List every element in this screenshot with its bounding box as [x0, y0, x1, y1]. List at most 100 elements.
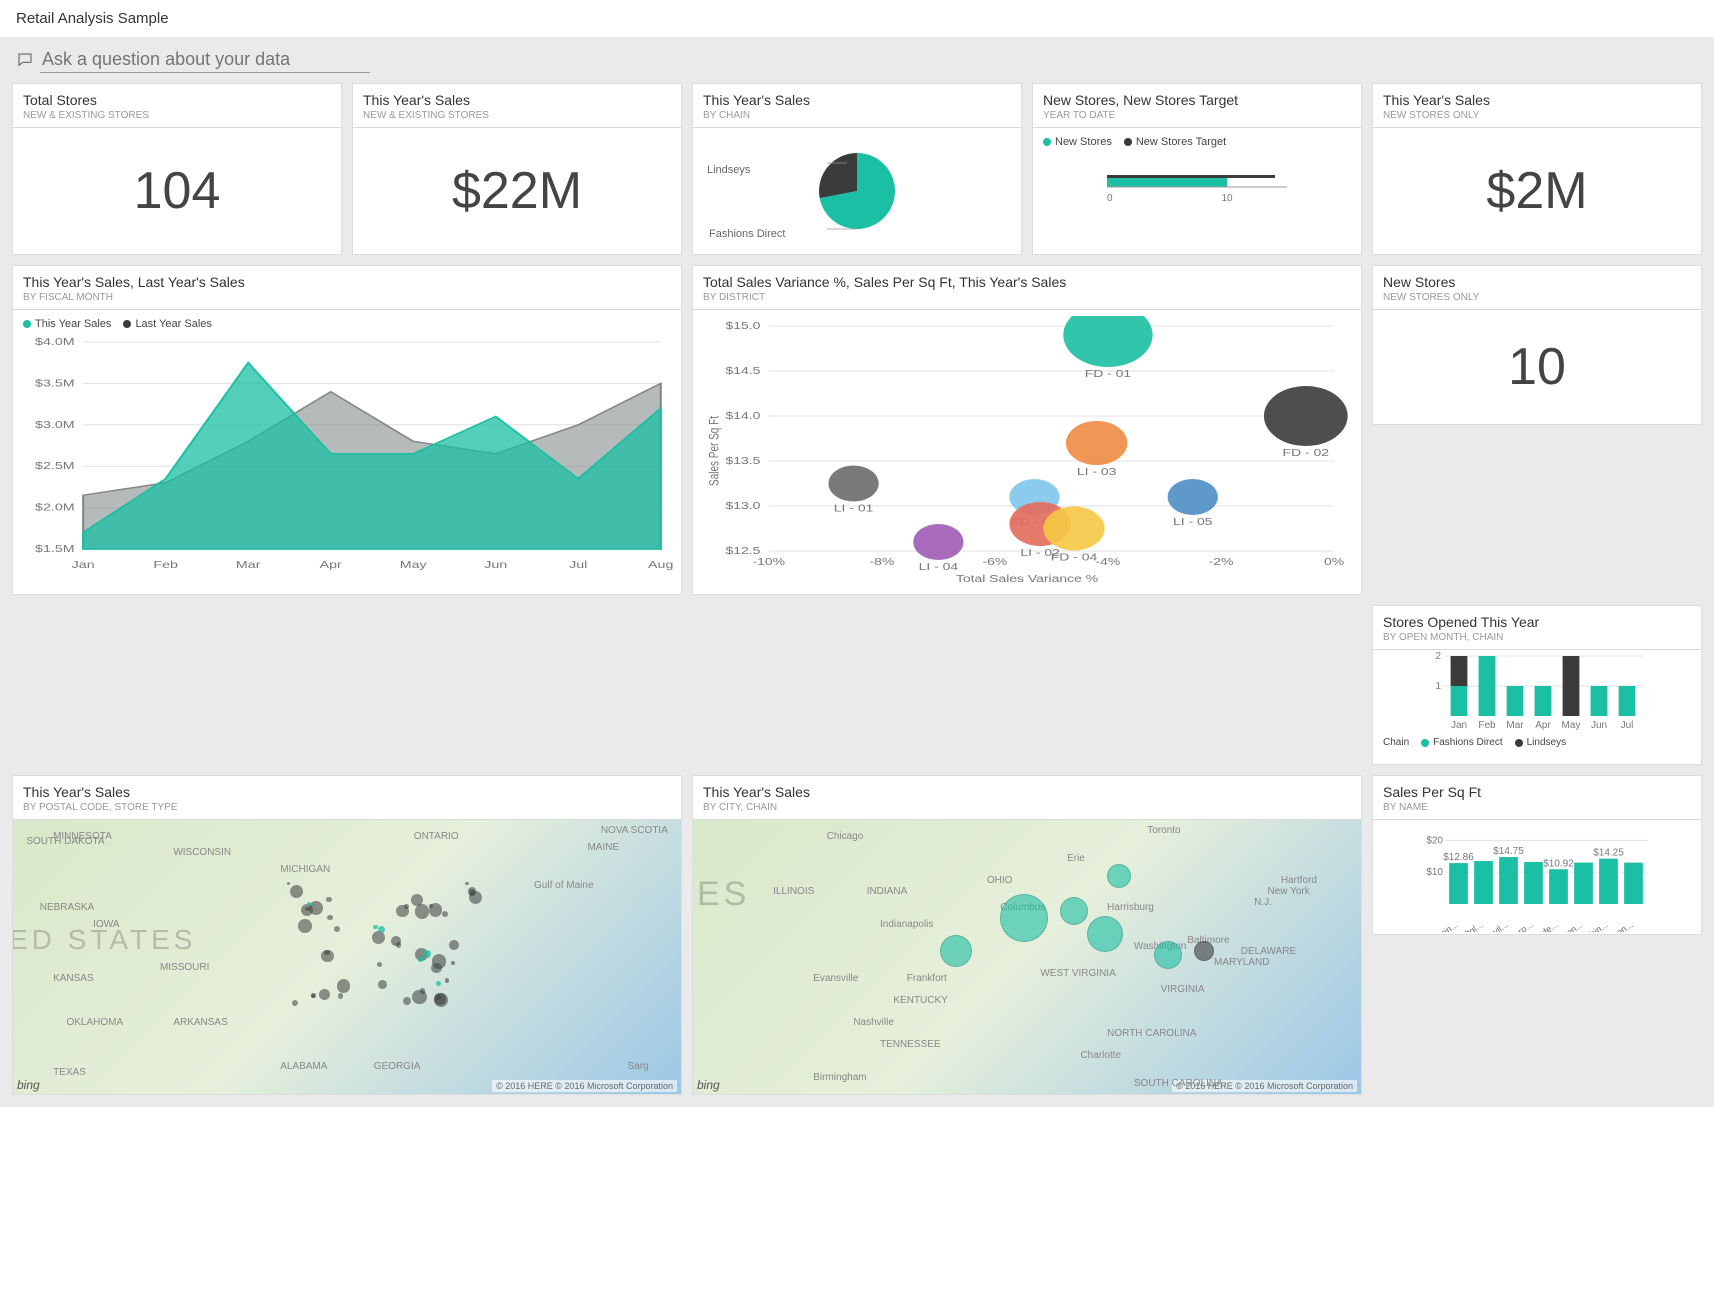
- map-place-label: Birmingham: [813, 1072, 866, 1083]
- card-sqft[interactable]: Sales Per Sq Ft BY NAME $10$20$12.86Cinc…: [1372, 775, 1702, 935]
- sqft-bar-chart: $10$20$12.86Cincin...Ft. Ogl...$14.75Kno…: [1377, 822, 1697, 932]
- map-place-label: KENTUCKY: [893, 995, 947, 1006]
- svg-text:$10: $10: [1426, 867, 1443, 878]
- map-dot: [434, 993, 448, 1007]
- svg-text:$12.86: $12.86: [1443, 852, 1474, 863]
- svg-text:$14.25: $14.25: [1593, 848, 1624, 859]
- map-place-label: ARKANSAS: [173, 1017, 227, 1028]
- gauge-chart: 010: [1039, 152, 1355, 222]
- map-place-label: Harrisburg: [1107, 902, 1154, 913]
- svg-text:Jan: Jan: [72, 559, 95, 570]
- kpi-value: $22M: [359, 134, 675, 248]
- card-total-stores[interactable]: Total Stores NEW & EXISTING STORES 104: [12, 83, 342, 255]
- stacked-bar-chart: 12JanFebMarAprMayJunJul: [1379, 652, 1695, 732]
- gauge-legend: New Stores New Stores Target: [1039, 134, 1355, 152]
- map-place-label: NEBRASKA: [40, 902, 94, 913]
- map-dot: [391, 936, 401, 946]
- bing-logo: bing: [697, 1078, 720, 1092]
- map-place-label: Gulf of Maine: [534, 880, 593, 891]
- svg-text:$12.5: $12.5: [726, 545, 761, 557]
- svg-text:$3.0M: $3.0M: [35, 419, 75, 430]
- map-dot: [468, 887, 476, 895]
- card-stores-opened[interactable]: Stores Opened This Year BY OPEN MONTH, C…: [1372, 605, 1702, 765]
- card-bubble[interactable]: Total Sales Variance %, Sales Per Sq Ft,…: [692, 265, 1362, 595]
- qna-bar[interactable]: [12, 45, 1702, 83]
- map-place-label: OKLAHOMA: [66, 1017, 123, 1028]
- map-dot: [378, 926, 386, 934]
- svg-text:10: 10: [1221, 193, 1233, 204]
- area-legend: This Year Sales Last Year Sales: [19, 316, 675, 334]
- map-dot: [334, 926, 340, 932]
- map-bubble: [1087, 916, 1123, 952]
- stacked-legend: Chain Fashions Direct Lindseys: [1379, 735, 1695, 752]
- map-visual[interactable]: ES bing © 2016 HERE © 2016 Microsoft Cor…: [693, 820, 1361, 1094]
- card-map-city[interactable]: This Year's Sales BY CITY, CHAIN ES bing…: [692, 775, 1362, 1095]
- map-attribution: © 2016 HERE © 2016 Microsoft Corporation: [492, 1080, 677, 1092]
- svg-text:$13.0: $13.0: [726, 500, 761, 512]
- map-place-label: ALABAMA: [280, 1061, 327, 1072]
- card-area[interactable]: This Year's Sales, Last Year's Sales BY …: [12, 265, 682, 595]
- map-place-label: Charlotte: [1080, 1050, 1121, 1061]
- card-subtitle: BY DISTRICT: [703, 292, 1351, 303]
- map-place-label: Frankfort: [907, 973, 947, 984]
- map-dot: [415, 904, 430, 919]
- map-bubble: [1154, 941, 1182, 969]
- bubble-chart: $12.5$13.0$13.5$14.0$14.5$15.0-10%-8%-6%…: [699, 316, 1355, 586]
- svg-text:-2%: -2%: [1209, 556, 1234, 568]
- bing-logo: bing: [17, 1078, 40, 1092]
- map-dot: [442, 911, 448, 917]
- map-place-label: TENNESSEE: [880, 1039, 941, 1050]
- svg-text:$2.5M: $2.5M: [35, 460, 75, 471]
- map-dot: [403, 997, 412, 1006]
- dashboard: Total Stores NEW & EXISTING STORES 104 T…: [0, 37, 1714, 1107]
- card-title: New Stores, New Stores Target: [1043, 92, 1351, 108]
- card-new-stores[interactable]: New Stores NEW STORES ONLY 10: [1372, 265, 1702, 425]
- card-map-postal[interactable]: This Year's Sales BY POSTAL CODE, STORE …: [12, 775, 682, 1095]
- map-region-label: ES: [697, 875, 750, 914]
- card-title: New Stores: [1383, 274, 1691, 290]
- map-place-label: NORTH CAROLINA: [1107, 1028, 1196, 1039]
- svg-text:Jul: Jul: [1621, 720, 1634, 731]
- legend-title: Chain: [1383, 737, 1409, 748]
- qna-input[interactable]: [40, 49, 370, 73]
- map-place-label: MICHIGAN: [280, 864, 330, 875]
- svg-text:Apr: Apr: [1535, 720, 1551, 731]
- svg-text:Jul: Jul: [569, 559, 587, 570]
- map-place-label: INDIANA: [867, 886, 908, 897]
- map-place-label: SOUTH DAKOTA: [26, 836, 104, 847]
- map-place-label: Erie: [1067, 853, 1085, 864]
- card-gauge[interactable]: New Stores, New Stores Target YEAR TO DA…: [1032, 83, 1362, 255]
- svg-text:Cincin...: Cincin...: [1427, 919, 1459, 932]
- map-dot: [423, 950, 431, 958]
- svg-text:Aug: Aug: [648, 559, 674, 570]
- card-sales-new[interactable]: This Year's Sales NEW STORES ONLY $2M: [1372, 83, 1702, 255]
- map-place-label: GEORGIA: [374, 1061, 421, 1072]
- svg-text:$10.92: $10.92: [1543, 858, 1574, 869]
- map-place-label: N.J.: [1254, 897, 1272, 908]
- map-visual[interactable]: ED STATES bing © 2016 HERE © 2016 Micros…: [13, 820, 681, 1094]
- map-dot: [338, 993, 344, 999]
- svg-text:2: 2: [1435, 652, 1441, 662]
- map-dot: [378, 980, 387, 989]
- kpi-value: $2M: [1379, 134, 1695, 248]
- card-title: Stores Opened This Year: [1383, 614, 1691, 630]
- card-title: This Year's Sales: [1383, 92, 1691, 108]
- svg-text:-4%: -4%: [1096, 556, 1121, 568]
- svg-text:1: 1: [1435, 681, 1441, 692]
- card-subtitle: BY CITY, CHAIN: [703, 802, 1351, 813]
- card-pie-chain[interactable]: This Year's Sales BY CHAIN Lindseys Fash…: [692, 83, 1022, 255]
- map-dot: [449, 940, 459, 950]
- map-place-label: IOWA: [93, 919, 119, 930]
- pie-chart: [807, 141, 907, 241]
- card-title: This Year's Sales: [703, 784, 1351, 800]
- svg-text:$4.0M: $4.0M: [35, 336, 75, 347]
- svg-text:Feb: Feb: [153, 559, 178, 570]
- svg-text:-6%: -6%: [983, 556, 1008, 568]
- card-sales-all[interactable]: This Year's Sales NEW & EXISTING STORES …: [352, 83, 682, 255]
- map-place-label: VIRGINIA: [1161, 984, 1205, 995]
- svg-text:LI - 04: LI - 04: [919, 561, 959, 573]
- map-place-label: New York: [1267, 886, 1309, 897]
- map-place-label: ONTARIO: [414, 831, 459, 842]
- legend-label: Fashions Direct: [1433, 737, 1502, 748]
- map-place-label: Sarg: [628, 1061, 649, 1072]
